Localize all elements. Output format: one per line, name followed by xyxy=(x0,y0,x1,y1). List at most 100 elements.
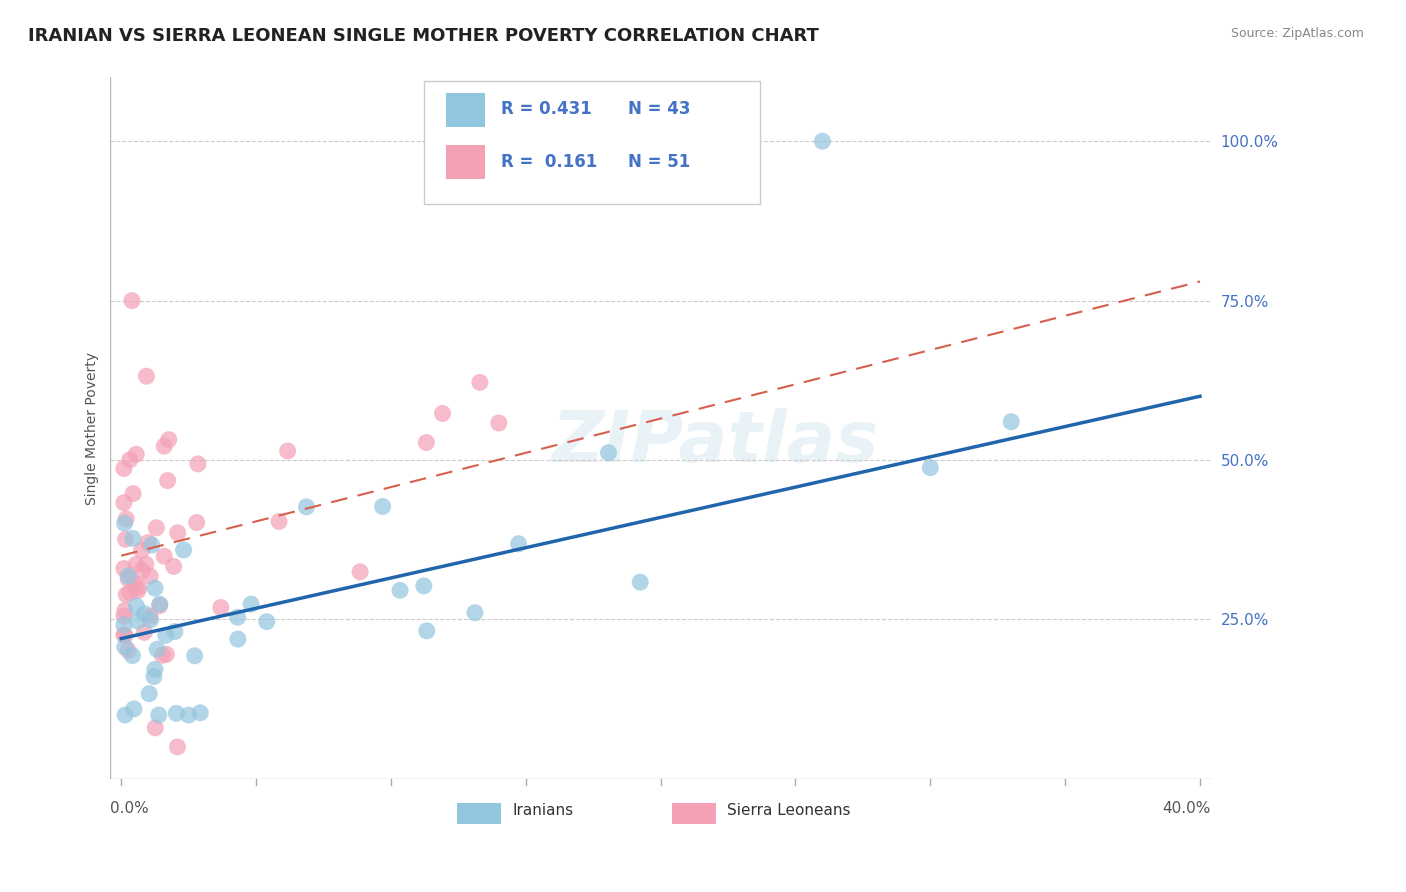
Point xyxy=(416,624,439,638)
Point xyxy=(112,561,135,575)
Point xyxy=(166,739,188,754)
FancyBboxPatch shape xyxy=(446,93,485,127)
Point xyxy=(114,640,136,654)
Point xyxy=(136,535,159,549)
Point xyxy=(165,706,187,721)
Point xyxy=(117,643,139,657)
Point xyxy=(267,515,290,529)
FancyBboxPatch shape xyxy=(457,804,501,824)
Text: Iranians: Iranians xyxy=(512,803,574,818)
Point xyxy=(143,662,166,676)
Point xyxy=(226,632,249,646)
Point xyxy=(125,599,148,614)
Point xyxy=(153,549,176,564)
Point xyxy=(464,606,486,620)
Point xyxy=(432,406,454,420)
Text: N = 51: N = 51 xyxy=(627,153,690,170)
Text: 0.0%: 0.0% xyxy=(111,801,149,816)
Text: IRANIAN VS SIERRA LEONEAN SINGLE MOTHER POVERTY CORRELATION CHART: IRANIAN VS SIERRA LEONEAN SINGLE MOTHER … xyxy=(28,27,818,45)
Point xyxy=(125,447,148,461)
Point xyxy=(125,558,148,572)
Point xyxy=(112,609,135,624)
Point xyxy=(811,134,834,148)
Point xyxy=(146,642,169,657)
Text: N = 43: N = 43 xyxy=(627,100,690,118)
Point xyxy=(118,452,141,467)
Point xyxy=(128,580,150,594)
Point xyxy=(135,558,157,572)
Point xyxy=(143,721,166,735)
Point xyxy=(114,628,136,642)
Point xyxy=(508,537,530,551)
Point xyxy=(240,597,263,611)
Point xyxy=(131,564,153,578)
Point xyxy=(117,572,139,586)
Point xyxy=(134,607,156,621)
Point xyxy=(117,569,139,583)
Point xyxy=(122,702,145,716)
Point xyxy=(141,538,163,552)
Point xyxy=(143,670,166,684)
Point xyxy=(112,628,135,642)
Point xyxy=(127,583,149,598)
Point xyxy=(139,609,162,624)
Point xyxy=(121,648,143,663)
Point xyxy=(468,376,491,390)
Point xyxy=(139,569,162,583)
Point xyxy=(112,618,135,632)
Point xyxy=(349,565,371,579)
Point xyxy=(112,461,135,475)
Point xyxy=(156,474,179,488)
Point xyxy=(1000,415,1022,429)
Point xyxy=(256,615,278,629)
Point xyxy=(114,708,136,723)
Text: ZIPatlas: ZIPatlas xyxy=(553,408,879,476)
Point xyxy=(115,588,138,602)
Point xyxy=(135,369,157,384)
Text: R =  0.161: R = 0.161 xyxy=(501,153,598,170)
Point xyxy=(149,599,172,613)
Point xyxy=(166,525,188,540)
Point xyxy=(149,597,172,611)
Point xyxy=(150,648,173,663)
Point xyxy=(598,446,620,460)
Y-axis label: Single Mother Poverty: Single Mother Poverty xyxy=(86,351,100,505)
Text: 40.0%: 40.0% xyxy=(1163,801,1211,816)
Point xyxy=(145,521,167,535)
Point xyxy=(157,433,180,447)
Point xyxy=(177,708,200,723)
Point xyxy=(139,613,162,627)
Point xyxy=(389,583,412,598)
Point xyxy=(127,614,149,628)
Point xyxy=(412,579,434,593)
Point xyxy=(114,516,136,531)
Point xyxy=(920,460,942,475)
Point xyxy=(121,532,143,546)
Point xyxy=(114,603,136,617)
Point xyxy=(121,293,143,308)
Point xyxy=(118,585,141,599)
Point xyxy=(183,648,205,663)
FancyBboxPatch shape xyxy=(672,804,716,824)
Point xyxy=(163,559,186,574)
Point xyxy=(112,496,135,510)
Point xyxy=(148,708,170,723)
Point xyxy=(277,444,299,458)
Point xyxy=(124,576,146,591)
FancyBboxPatch shape xyxy=(425,81,759,203)
Point xyxy=(155,628,177,642)
Point xyxy=(488,416,510,430)
Text: Sierra Leoneans: Sierra Leoneans xyxy=(727,803,851,818)
Point xyxy=(295,500,318,514)
Point xyxy=(153,439,176,453)
Point xyxy=(155,648,177,662)
Point xyxy=(415,435,437,450)
FancyBboxPatch shape xyxy=(446,145,485,179)
Point xyxy=(163,624,186,639)
Point xyxy=(371,500,394,514)
Text: Source: ZipAtlas.com: Source: ZipAtlas.com xyxy=(1230,27,1364,40)
Point xyxy=(143,581,166,595)
Point xyxy=(209,600,232,615)
Point xyxy=(628,575,651,590)
Point xyxy=(186,516,208,530)
